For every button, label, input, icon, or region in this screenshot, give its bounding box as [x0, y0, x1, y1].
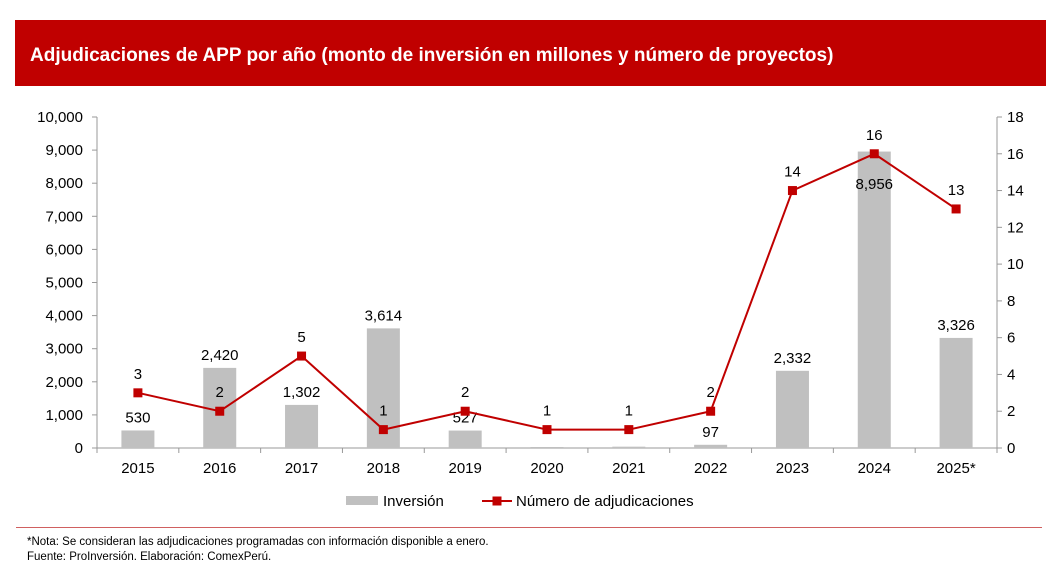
line-data-label: 14	[784, 164, 801, 181]
x-tick-label: 2017	[285, 460, 318, 477]
right-tick-label: 10	[1007, 256, 1024, 273]
legend-label-inversion: Inversión	[383, 493, 444, 510]
line-marker-2025*	[951, 204, 961, 214]
line-data-label: 1	[543, 403, 551, 420]
right-tick-label: 14	[1007, 183, 1024, 200]
line-marker-2023	[787, 186, 797, 196]
bar-2017	[285, 404, 319, 448]
x-tick-label: 2015	[121, 460, 154, 477]
left-tick-label: 10,000	[37, 109, 83, 126]
right-tick-label: 16	[1007, 146, 1024, 163]
line-marker-2015	[133, 388, 143, 398]
bar-data-label: 2,332	[774, 350, 812, 367]
bar-2024	[857, 151, 891, 448]
legend-swatch-inversion	[346, 496, 378, 505]
line-data-label: 5	[297, 329, 305, 346]
left-tick-label: 8,000	[45, 175, 83, 192]
x-tick-label: 2020	[530, 460, 563, 477]
right-tick-label: 18	[1007, 109, 1024, 126]
line-data-label: 2	[216, 384, 224, 401]
x-tick-label: 2016	[203, 460, 236, 477]
line-marker-2022	[706, 406, 716, 416]
left-tick-label: 7,000	[45, 208, 83, 225]
line-marker-2017	[297, 351, 307, 361]
bar-2020	[530, 447, 564, 448]
bar-data-label: 3,614	[365, 307, 403, 324]
left-tick-label: 4,000	[45, 308, 83, 325]
left-tick-label: 0	[75, 440, 83, 457]
line-series	[137, 152, 957, 431]
right-tick-label: 8	[1007, 293, 1015, 310]
left-tick-label: 3,000	[45, 341, 83, 358]
line-data-label: 1	[625, 403, 633, 420]
legend-swatch-marker	[492, 496, 502, 506]
line-data-label: 2	[461, 384, 469, 401]
left-tick-label: 2,000	[45, 374, 83, 391]
right-tick-label: 2	[1007, 403, 1015, 420]
divider	[16, 527, 1042, 528]
bar-2022	[694, 444, 728, 448]
x-tick-label: 2025*	[936, 460, 975, 477]
left-tick-label: 6,000	[45, 241, 83, 258]
right-tick-label: 4	[1007, 366, 1015, 383]
line-marker-2019	[460, 406, 470, 416]
bar-data-label: 527	[453, 410, 478, 427]
bar-data-label: 97	[702, 424, 719, 441]
footnote: *Nota: Se consideran las adjudicaciones …	[27, 536, 489, 548]
bar-2019	[448, 430, 482, 448]
line-marker-2021	[624, 425, 634, 435]
bar-2015	[121, 430, 155, 448]
line-marker-2016	[215, 406, 225, 416]
line-data-label: 16	[866, 127, 883, 144]
right-tick-label: 0	[1007, 440, 1015, 457]
bar-data-label: 3,326	[937, 317, 975, 334]
line-data-label: 3	[134, 366, 142, 383]
line-data-label: 2	[706, 384, 714, 401]
right-tick-label: 6	[1007, 330, 1015, 347]
x-tick-label: 2024	[858, 460, 891, 477]
left-tick-label: 1,000	[45, 407, 83, 424]
bar-2025*	[939, 337, 973, 448]
source-note: Fuente: ProInversión. Elaboración: Comex…	[27, 551, 272, 563]
x-tick-label: 2018	[367, 460, 400, 477]
chart-title: Adjudicaciones de APP por año (monto de …	[30, 45, 834, 66]
title-banner	[15, 20, 1046, 86]
left-tick-label: 5,000	[45, 275, 83, 292]
bar-data-label: 530	[125, 409, 150, 426]
x-tick-label: 2022	[694, 460, 727, 477]
line-data-label: 1	[379, 403, 387, 420]
left-tick-label: 9,000	[45, 142, 83, 159]
x-tick-label: 2019	[448, 460, 481, 477]
x-tick-label: 2023	[776, 460, 809, 477]
line-marker-2018	[378, 425, 388, 435]
x-tick-label: 2021	[612, 460, 645, 477]
bar-2021	[612, 446, 646, 448]
right-tick-label: 12	[1007, 219, 1024, 236]
bar-data-label: 2,420	[201, 347, 239, 364]
bar-2023	[775, 370, 809, 448]
line-marker-2024	[869, 149, 879, 159]
line-marker-2020	[542, 425, 552, 435]
legend-label-adjudicaciones: Número de adjudicaciones	[516, 493, 694, 510]
bar-data-label: 8,956	[855, 176, 893, 193]
bar-data-label: 1,302	[283, 384, 321, 401]
line-data-label: 13	[948, 182, 965, 199]
